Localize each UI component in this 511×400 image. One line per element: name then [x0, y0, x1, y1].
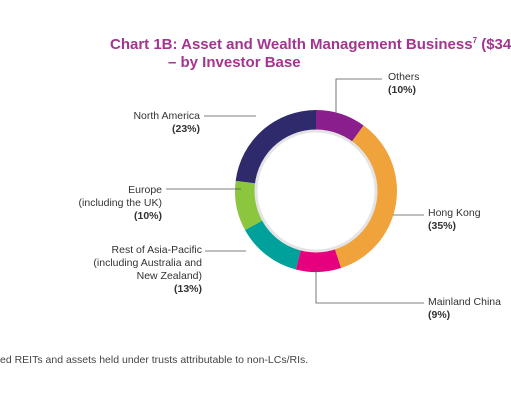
leader-mainland-china — [315, 269, 424, 304]
label-hongkong-name: Hong Kong — [428, 207, 481, 219]
label-restasia-pct: (13%) — [173, 283, 202, 295]
label-northamerica-name: North America — [133, 110, 200, 122]
label-others: Others (10%) — [388, 71, 420, 97]
label-mainland: Mainland China (9%) — [428, 296, 501, 322]
slice-north-america — [235, 110, 316, 184]
slice-hong-kong — [334, 125, 397, 269]
label-hongkong: Hong Kong (35%) — [428, 207, 481, 233]
slice-europe — [234, 180, 264, 231]
label-restasia-line3: New Zealand) — [136, 270, 202, 282]
label-mainland-name: Mainland China — [428, 296, 501, 308]
chart-title-text: Chart 1B: Asset and Wealth Management Bu… — [110, 36, 473, 53]
label-mainland-pct: (9%) — [428, 309, 451, 321]
label-europe-pct: (10%) — [133, 210, 162, 222]
slice-rest-of-asia-pacific — [245, 219, 302, 270]
label-restasia: Rest of Asia-Pacific (including Australi… — [40, 244, 202, 296]
footnote: ed REITs and assets held under trusts at… — [0, 354, 309, 366]
label-others-pct: (10%) — [388, 84, 417, 96]
chart-title-line1: Chart 1B: Asset and Wealth Management Bu… — [110, 36, 511, 53]
chart-title-superscript: 7 — [472, 36, 478, 45]
label-europe-line2: (including the UK) — [78, 197, 162, 209]
label-northamerica-pct: (23%) — [171, 123, 200, 135]
label-restasia-line1: Rest of Asia-Pacific — [111, 244, 202, 256]
donut-hole — [254, 129, 378, 253]
label-restasia-line2: (including Australia and — [93, 257, 202, 269]
leader-others — [335, 78, 382, 113]
label-northamerica: North America (23%) — [60, 110, 200, 136]
label-others-name: Others — [388, 71, 420, 83]
chart-title-line2: – by Investor Base — [168, 54, 301, 71]
label-europe: Europe (including the UK) (10%) — [40, 184, 162, 223]
label-hongkong-pct: (35%) — [428, 220, 457, 232]
label-europe-line1: Europe — [128, 184, 162, 196]
slice-mainland-china — [295, 248, 342, 272]
slice-others — [316, 110, 364, 143]
chart-title-suffix: ($34,711 — [481, 36, 511, 53]
